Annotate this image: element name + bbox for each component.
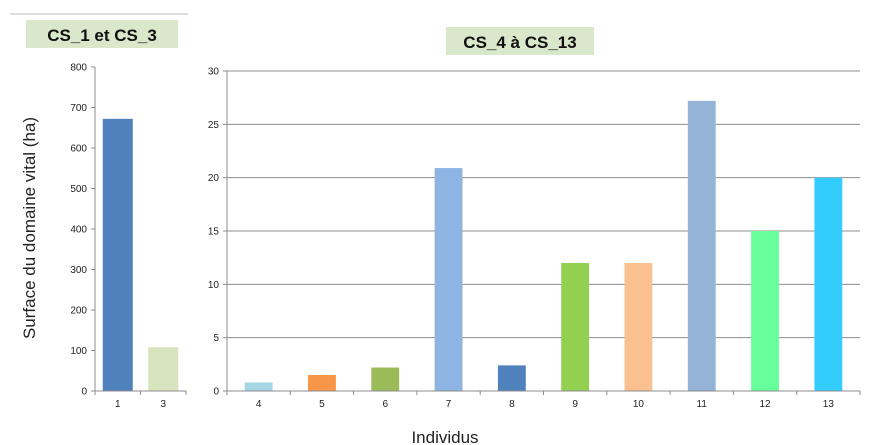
right-chart-bar-6 bbox=[371, 367, 400, 391]
right-chart-y-tick-label: 5 bbox=[213, 333, 219, 344]
right-chart-y-tick-label: 20 bbox=[208, 173, 220, 184]
left-chart-x-tick-label: 3 bbox=[160, 399, 166, 410]
left-chart-y-tick-label: 500 bbox=[70, 184, 87, 195]
right-chart-bar-10 bbox=[624, 263, 653, 391]
right-chart-y-tick-label: 30 bbox=[208, 67, 220, 78]
right-chart-bar-4 bbox=[244, 382, 273, 391]
right-chart-x-tick-label: 8 bbox=[509, 399, 515, 410]
right-chart-bar-5 bbox=[308, 375, 336, 391]
right-chart-bar-7 bbox=[434, 168, 463, 391]
right-chart-bar-8 bbox=[497, 365, 526, 391]
right-chart-x-tick-label: 6 bbox=[382, 399, 388, 410]
left-chart-bar-1 bbox=[102, 118, 133, 391]
right-chart-y-tick-label: 15 bbox=[208, 227, 220, 238]
right-chart-bar-12 bbox=[751, 231, 779, 391]
left-chart-title: CS_1 et CS_3 bbox=[47, 26, 157, 45]
left-chart-bar-3 bbox=[148, 347, 179, 391]
right-chart-x-tick-label: 5 bbox=[319, 399, 325, 410]
right-chart-bar-13 bbox=[814, 177, 843, 391]
right-chart-x-tick-label: 10 bbox=[633, 399, 645, 410]
left-chart-y-tick-label: 200 bbox=[70, 306, 87, 317]
right-chart-x-tick-label: 12 bbox=[759, 399, 771, 410]
right-chart-x-tick-label: 4 bbox=[256, 399, 262, 410]
right-chart-bar-11 bbox=[687, 100, 716, 391]
left-chart-y-tick-label: 400 bbox=[70, 225, 87, 236]
right-chart-y-tick-label: 10 bbox=[208, 280, 220, 291]
left-chart-y-tick-label: 0 bbox=[81, 387, 87, 398]
left-chart-y-tick-label: 800 bbox=[70, 63, 87, 74]
left-chart-y-tick-label: 700 bbox=[70, 103, 87, 114]
right-chart-y-tick-label: 25 bbox=[208, 120, 220, 131]
y-axis-title: Surface du domaine vital (ha) bbox=[20, 117, 39, 339]
left-title-background bbox=[26, 20, 178, 48]
right-chart-y-tick-label: 0 bbox=[213, 387, 219, 398]
left-chart: 0 100 200 300 400 500 600 700 800 1 3 bbox=[70, 63, 187, 410]
x-axis-title: Individus bbox=[411, 428, 478, 445]
right-title-background bbox=[446, 27, 594, 55]
right-chart-x-tick-label: 7 bbox=[446, 399, 452, 410]
right-chart-bar-9 bbox=[561, 263, 590, 391]
right-chart: 0 5 10 15 20 25 30 4 5 6 7 8 9 10 11 12 13 bbox=[208, 67, 861, 410]
left-chart-y-tick-label: 600 bbox=[70, 144, 87, 155]
left-chart-y-tick-label: 100 bbox=[70, 346, 87, 357]
left-chart-x-tick-label: 1 bbox=[115, 399, 121, 410]
right-chart-title: CS_4 à CS_13 bbox=[463, 33, 576, 52]
right-chart-x-tick-label: 9 bbox=[572, 399, 578, 410]
right-chart-x-tick-label: 11 bbox=[697, 399, 708, 410]
left-chart-y-tick-label: 300 bbox=[70, 265, 87, 276]
right-chart-x-tick-label: 13 bbox=[823, 399, 835, 410]
